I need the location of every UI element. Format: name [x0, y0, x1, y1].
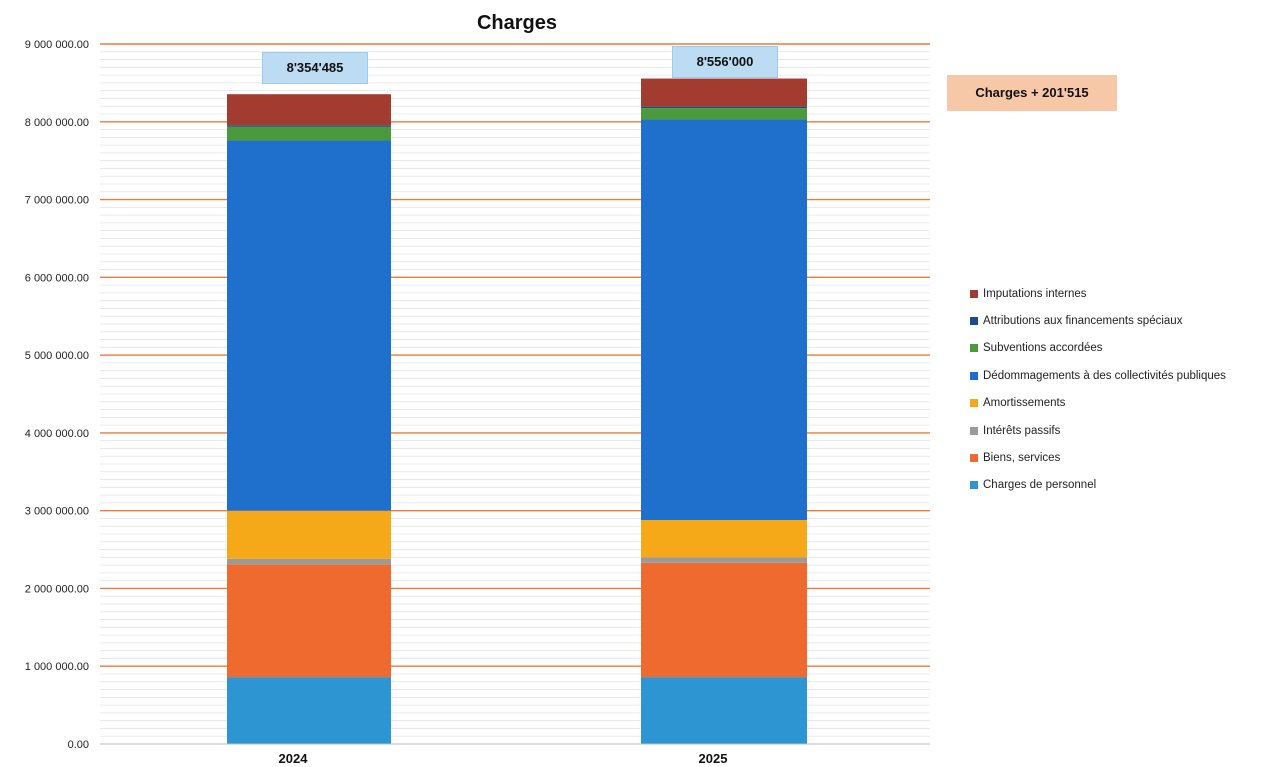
bar-segment-2025-4 — [641, 119, 807, 520]
y-axis-tick-labels: 0.00 1 000 000.00 2 000 000.00 3 000 000.00… — [25, 39, 89, 751]
legend-label: Imputations internes — [983, 287, 1087, 300]
y-tick-label: 1 000 000.00 — [25, 661, 89, 673]
y-tick-label: 3 000 000.00 — [25, 506, 89, 518]
legend-label: Subventions accordées — [983, 342, 1103, 355]
legend-label: Attributions aux financements spéciaux — [983, 315, 1183, 328]
legend-item: Dédommagements à des collectivités publi… — [970, 362, 1226, 389]
chart-title: Charges — [477, 12, 557, 34]
legend-swatch — [970, 289, 978, 298]
bar-segment-2024-6 — [227, 125, 391, 127]
x-category-label: 2025 — [699, 751, 728, 766]
bar-segment-2025-6 — [641, 106, 807, 109]
bar-segment-2024-4 — [227, 140, 391, 511]
y-tick-label: 7 000 000.00 — [25, 195, 89, 207]
bar-segment-2024-3 — [227, 510, 391, 559]
legend-label: Intérêts passifs — [983, 424, 1061, 437]
x-category-label: 2024 — [279, 751, 309, 766]
y-tick-label: 6 000 000.00 — [25, 272, 89, 284]
legend-swatch — [970, 481, 978, 490]
y-tick-label: 0.00 — [68, 739, 89, 751]
bar-segment-2025-3 — [641, 520, 807, 558]
bar-segment-2024-5 — [227, 126, 391, 141]
legend-label: Charges de personnel — [983, 479, 1097, 492]
bar-segment-2025-2 — [641, 557, 807, 563]
bar-segment-2025-0 — [641, 677, 807, 744]
charges-difference-annotation: Charges + 201'515 — [947, 75, 1117, 111]
legend-swatch — [970, 317, 978, 326]
bar-segment-2024-1 — [227, 564, 391, 678]
legend-item: Amortissements — [970, 390, 1226, 417]
total-label-2024: 8'354'485 — [262, 52, 368, 84]
bar-segment-2024-0 — [227, 677, 391, 744]
x-axis-category-labels: 2024 2025 — [279, 751, 728, 766]
legend-label: Amortissements — [983, 397, 1066, 410]
chart-legend: Imputations internes Attributions aux fin… — [970, 280, 1226, 499]
legend-swatch — [970, 399, 978, 408]
legend-item: Imputations internes — [970, 280, 1226, 307]
legend-swatch — [970, 344, 978, 353]
total-label-2025: 8'556'000 — [672, 46, 778, 78]
legend-item: Attributions aux financements spéciaux — [970, 307, 1226, 334]
legend-item: Biens, services — [970, 444, 1226, 471]
legend-item: Intérêts passifs — [970, 417, 1226, 444]
bar-segment-2025-1 — [641, 562, 807, 678]
y-tick-label: 4 000 000.00 — [25, 428, 89, 440]
legend-label: Dédommagements à des collectivités publi… — [983, 369, 1226, 382]
legend-swatch — [970, 371, 978, 380]
legend-swatch — [970, 426, 978, 435]
legend-item: Subventions accordées — [970, 335, 1226, 362]
legend-label: Biens, services — [983, 452, 1061, 465]
y-tick-label: 2 000 000.00 — [25, 583, 89, 595]
bar-segment-2024-2 — [227, 558, 391, 565]
bar-segment-2025-7 — [641, 78, 807, 107]
bar-segment-2025-5 — [641, 108, 807, 120]
bar-segments — [227, 78, 807, 744]
bar-segment-2024-7 — [227, 94, 391, 126]
y-tick-label: 5 000 000.00 — [25, 350, 89, 362]
legend-swatch — [970, 454, 978, 463]
y-tick-label: 9 000 000.00 — [25, 39, 89, 51]
y-tick-label: 8 000 000.00 — [25, 117, 89, 129]
legend-item: Charges de personnel — [970, 472, 1226, 499]
